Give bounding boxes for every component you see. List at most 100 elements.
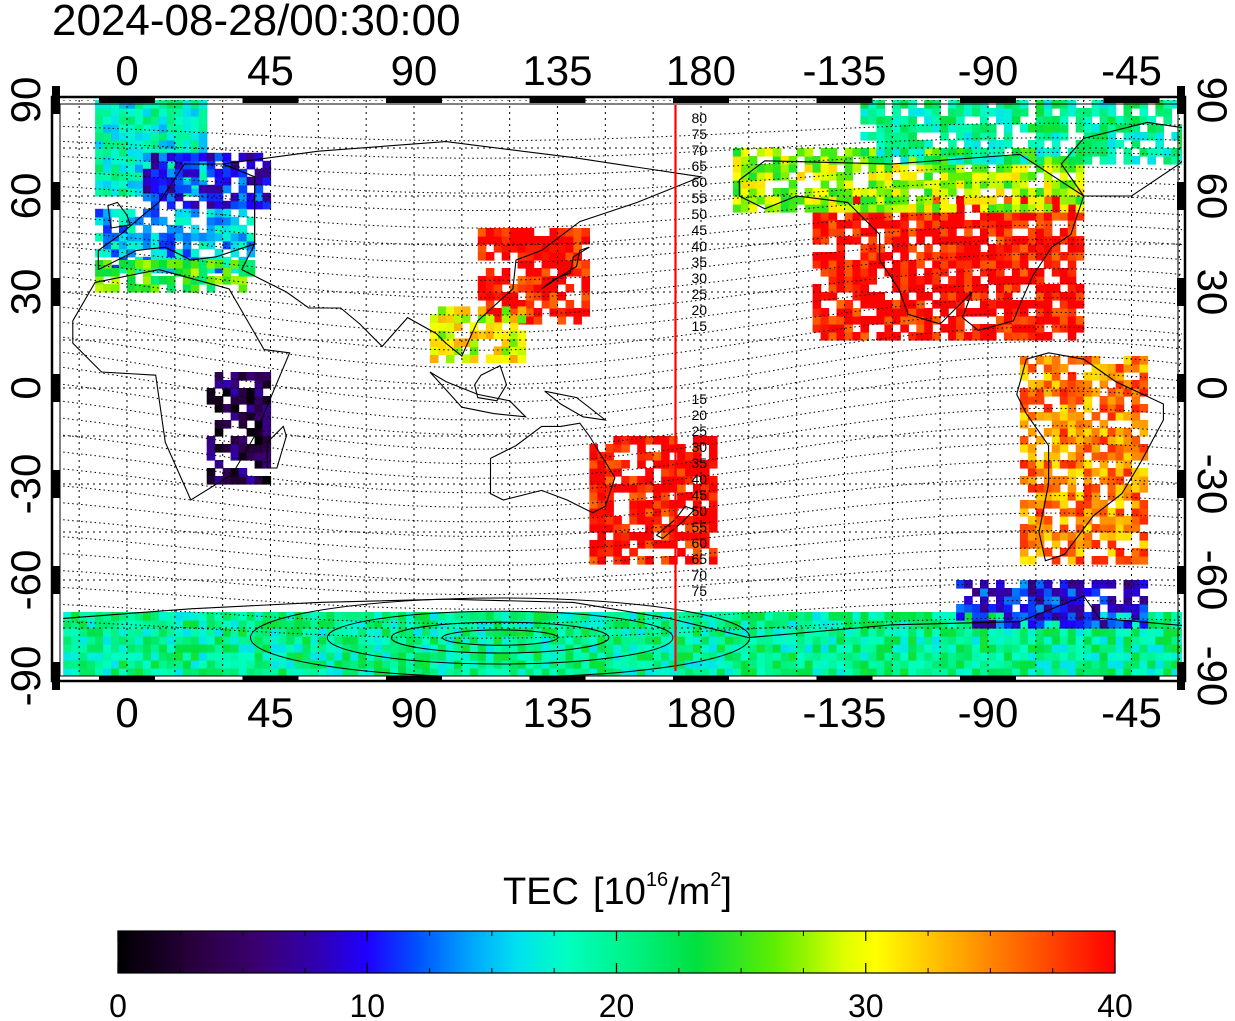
tec-cell: [1019, 620, 1029, 629]
tec-cell: [1027, 252, 1037, 261]
tec-cell: [1131, 412, 1141, 421]
tec-cell: [772, 644, 782, 653]
tec-cell: [79, 628, 88, 637]
tec-cell: [270, 668, 280, 676]
tec-cell: [445, 628, 455, 637]
tec-cell: [812, 612, 822, 621]
tec-cell: [541, 644, 551, 653]
tec-cell: [1027, 380, 1037, 389]
tec-cell: [1115, 492, 1125, 501]
tec-cell: [1163, 668, 1172, 676]
tec-cell: [645, 660, 654, 669]
tec-cell: [238, 168, 248, 178]
tec-cell: [166, 612, 176, 621]
tec-cell: [190, 224, 200, 234]
tec-cell: [1027, 388, 1037, 397]
tec-cell: [709, 660, 718, 669]
tec-cell: [254, 452, 264, 461]
tec-cell: [1019, 196, 1029, 205]
tec-cell: [653, 668, 662, 676]
tec-cell: [206, 620, 216, 629]
tec-cell: [1067, 484, 1077, 493]
tec-cell: [764, 644, 774, 653]
tec-cell: [1019, 500, 1029, 509]
tec-cell: [1091, 580, 1101, 589]
tec-cell: [1035, 276, 1045, 285]
tec-cell: [621, 444, 630, 453]
tec-cell: [573, 620, 582, 629]
tec-cell: [1035, 652, 1045, 661]
tec-cell: [685, 620, 694, 629]
tec-cell: [437, 330, 447, 339]
tec-cell: [924, 124, 933, 133]
tec-cell: [868, 220, 877, 229]
tec-cell: [1075, 668, 1085, 676]
tec-cell: [1035, 356, 1045, 365]
tec-cell: [174, 268, 184, 277]
coastline: [474, 364, 508, 402]
tec-cell: [852, 236, 862, 245]
tec-cell: [278, 620, 288, 629]
tec-cell: [461, 628, 471, 637]
tec-cell: [836, 260, 846, 269]
tec-cell: [230, 444, 240, 453]
tec-cell: [262, 668, 272, 676]
tec-cell: [493, 228, 503, 237]
tec-cell: [836, 196, 846, 205]
tec-cell: [1115, 364, 1125, 373]
tec-cell: [1051, 612, 1061, 621]
tec-cell: [1043, 292, 1053, 301]
tec-cell: [701, 508, 710, 517]
tec-cell: [1171, 668, 1180, 676]
tec-cell: [1027, 268, 1037, 277]
tec-cell: [1123, 108, 1133, 117]
tec-cell: [127, 660, 136, 669]
tec-cell: [836, 644, 846, 653]
tec-cell: [1035, 268, 1045, 277]
tec-cell: [262, 476, 272, 485]
tec-cell: [1091, 372, 1101, 381]
tec-cell: [310, 628, 319, 637]
tec-cell: [174, 152, 184, 162]
contour-label: 75: [691, 583, 707, 599]
tec-cell: [230, 248, 240, 258]
tec-cell: [908, 148, 917, 157]
tec-cell: [589, 500, 598, 509]
tec-cell: [79, 636, 88, 645]
tec-cell: [166, 176, 176, 186]
tec-cell: [852, 636, 862, 645]
tec-cell: [701, 484, 710, 493]
tec-cell: [1155, 132, 1164, 141]
tec-cell: [382, 644, 391, 653]
tec-cell: [525, 252, 535, 261]
tec-cell: [1107, 644, 1117, 653]
tec-cell: [1059, 612, 1069, 621]
tec-cell: [1067, 508, 1077, 517]
tec-cell: [980, 252, 989, 261]
tec-cell: [1083, 492, 1093, 501]
tec-cell: [222, 256, 232, 266]
tec-cell: [1083, 532, 1093, 541]
tec-cell: [1027, 580, 1037, 589]
tec-cell: [453, 338, 463, 347]
tec-cell: [119, 652, 128, 661]
tec-cell: [693, 452, 702, 461]
tec-cell: [166, 668, 176, 676]
axis-tick: [1177, 86, 1185, 114]
tec-cell: [103, 644, 112, 653]
tec-cell: [1179, 652, 1182, 661]
tec-cell: [1091, 508, 1101, 517]
tec-cell: [597, 652, 606, 661]
tec-cell: [1011, 188, 1021, 197]
tec-cell: [948, 220, 957, 229]
tec-cell: [103, 164, 112, 173]
tec-cell: [63, 644, 72, 653]
tec-cell: [142, 184, 152, 194]
tec-cell: [820, 308, 830, 317]
tec-cell: [645, 636, 654, 645]
tec-cell: [740, 172, 750, 181]
tec-cell: [485, 228, 495, 237]
tec-cell: [932, 220, 941, 229]
tec-cell: [621, 532, 630, 541]
tec-cell: [461, 652, 471, 661]
